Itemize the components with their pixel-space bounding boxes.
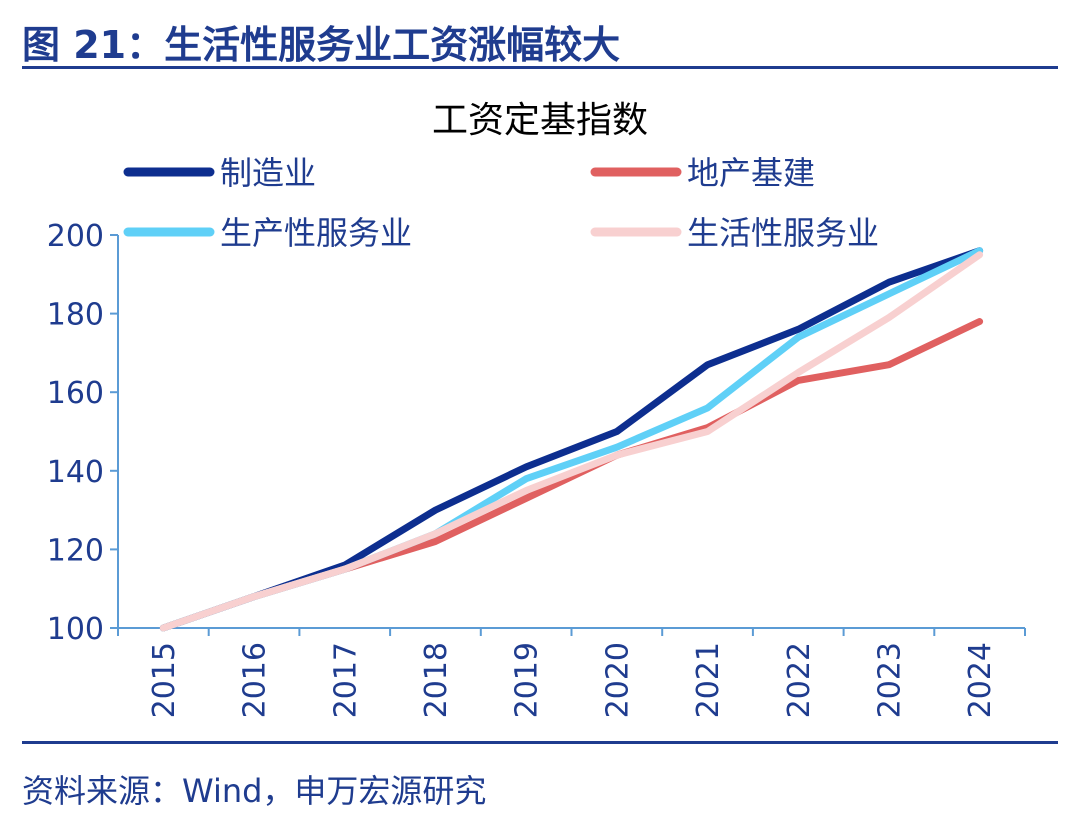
x-tick-label: 2019 bbox=[510, 642, 545, 718]
x-tick-label: 2022 bbox=[782, 642, 817, 718]
series-line bbox=[159, 251, 984, 632]
y-tick-label: 200 bbox=[47, 219, 104, 254]
title-divider bbox=[22, 66, 1058, 69]
chart-title: 工资定基指数 bbox=[432, 100, 648, 141]
legend-label: 生活性服务业 bbox=[687, 214, 879, 252]
y-tick-label: 140 bbox=[47, 455, 104, 490]
legend-label: 制造业 bbox=[220, 154, 316, 192]
series-line bbox=[159, 247, 984, 632]
y-tick-label: 120 bbox=[47, 533, 104, 568]
x-tick-label: 2024 bbox=[963, 642, 998, 718]
source-note: 资料来源：Wind，申万宏源研究 bbox=[22, 772, 487, 810]
y-tick-label: 100 bbox=[47, 612, 104, 647]
figure-title: 图 21：生活性服务业工资涨幅较大 bbox=[22, 23, 621, 67]
source-divider bbox=[22, 741, 1058, 744]
y-tick-label: 160 bbox=[47, 376, 104, 411]
y-tick-label: 180 bbox=[47, 298, 104, 333]
x-tick-label: 2016 bbox=[238, 642, 273, 718]
x-tick-label: 2020 bbox=[600, 642, 635, 718]
legend-label: 地产基建 bbox=[687, 154, 815, 192]
x-tick-label: 2018 bbox=[419, 642, 454, 718]
legend-label: 生产性服务业 bbox=[220, 214, 412, 252]
x-tick-label: 2023 bbox=[872, 642, 907, 718]
x-tick-label: 2017 bbox=[328, 642, 363, 718]
x-tick-label: 2015 bbox=[147, 642, 182, 718]
x-tick-label: 2021 bbox=[691, 642, 726, 718]
